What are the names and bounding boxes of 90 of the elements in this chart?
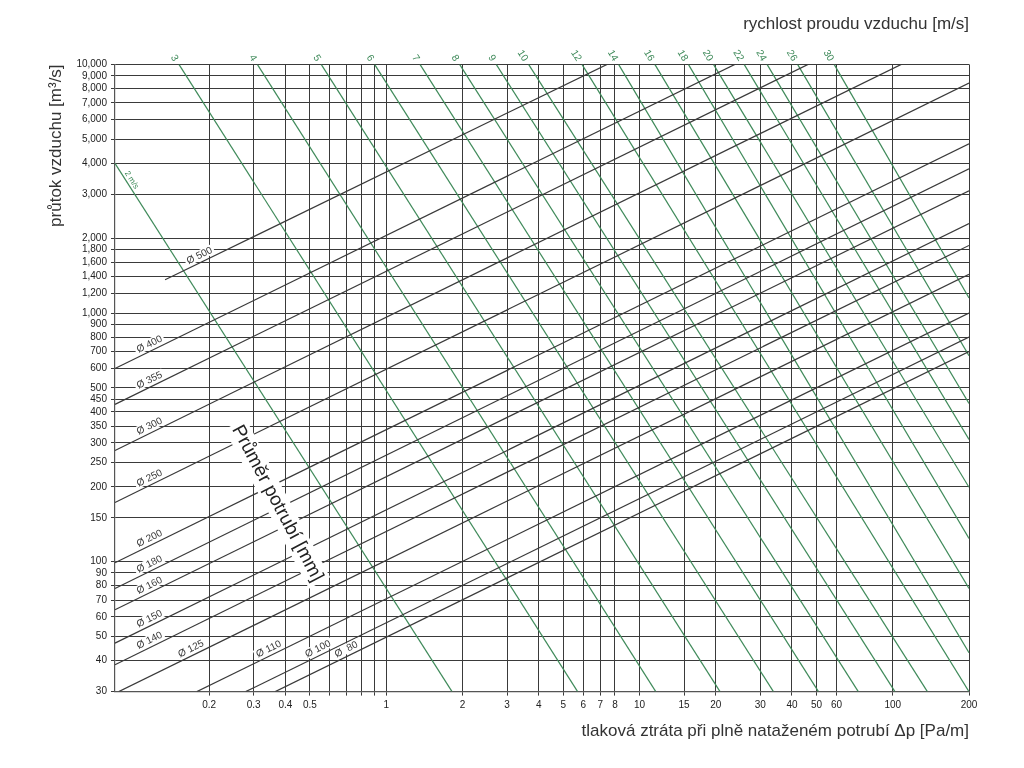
text: Ø 400 (134, 332, 165, 355)
chart-title: rychlost proudu vzduchu [m/s] (743, 13, 969, 33)
x-tick-label: 30 (754, 699, 767, 711)
text: 14 (605, 47, 622, 64)
x-tick-label: 10 (633, 699, 646, 711)
x-tick-label: 0.5 (302, 699, 318, 711)
text: Ø 80 (332, 638, 360, 660)
y-tick-label: 1,800 (81, 243, 108, 255)
y-tick-label: 200 (90, 480, 108, 492)
x-tick-label: 0.4 (278, 699, 293, 711)
y-tick-label: 3,000 (81, 188, 108, 200)
text: 22 (731, 47, 747, 64)
y-tick-label: 450 (90, 392, 108, 404)
y-tick-label: 4,000 (81, 157, 108, 169)
y-tick-label: 350 (90, 420, 108, 432)
text: 8 (449, 52, 463, 64)
x-tick-label: 50 (810, 699, 823, 711)
text: Ø 500 (184, 243, 215, 266)
y-tick-label: 80 (95, 579, 108, 591)
y-tick-label: 700 (90, 345, 108, 357)
y-tick-label: 2,000 (81, 231, 108, 243)
text: 7 (409, 52, 423, 64)
y-tick-label: 1,200 (81, 287, 108, 299)
y-axis-title: průtok vzduchu [m³/s] (45, 64, 65, 227)
x-tick-label: 0.3 (246, 699, 262, 711)
text: 24 (754, 47, 770, 64)
x-tick-label: 3 (504, 699, 511, 711)
text: Ø 200 (134, 526, 165, 549)
y-tick-label: 7,000 (81, 96, 108, 108)
text: 26 (784, 47, 801, 64)
x-axis-title: tlaková ztráta při plně nataženém potrubí Δp [Pa/m] (581, 721, 969, 741)
text: Ø 125 (176, 637, 206, 660)
text: 18 (675, 47, 691, 64)
x-tick-label: 20 (710, 699, 722, 711)
text: 5 (311, 52, 324, 64)
y-tick-label: 150 (90, 511, 108, 523)
x-tick-label: 100 (884, 699, 902, 711)
y-tick-label: 70 (95, 593, 108, 605)
text: Ø 300 (134, 414, 165, 437)
x-tick-label: 2 (459, 699, 466, 711)
text: 3 (168, 52, 182, 64)
y-tick-label: 60 (95, 610, 108, 622)
y-tick-label: 90 (95, 566, 108, 578)
y-tick-label: 5,000 (81, 132, 108, 144)
text: 16 (642, 47, 658, 64)
x-tick-label: 6 (580, 699, 587, 711)
y-tick-label: 100 (90, 555, 108, 567)
text: 30 (821, 47, 837, 64)
x-tick-label: 8 (612, 699, 619, 711)
text: 6 (364, 52, 378, 64)
y-tick-label: 900 (90, 318, 108, 330)
y-tick-label: 400 (90, 405, 108, 417)
text: 4 (247, 52, 260, 64)
x-tick-label: 5 (560, 699, 567, 711)
x-tick-label: 15 (678, 699, 691, 711)
y-tick-label: 1,000 (81, 306, 108, 318)
text: Ø 250 (134, 466, 165, 489)
y-tick-label: 1,600 (81, 256, 108, 268)
text: 2 m/s (122, 169, 141, 191)
x-tick-label: 1 (383, 699, 390, 711)
y-tick-label: 30 (95, 685, 108, 697)
x-tick-label: 7 (597, 699, 604, 711)
text: Ø 160 (134, 573, 165, 596)
x-tick-label: 200 (960, 699, 978, 711)
y-tick-label: 8,000 (81, 82, 108, 94)
y-tick-label: 250 (90, 456, 108, 468)
y-tick-label: 40 (95, 654, 108, 666)
y-tick-label: 800 (90, 330, 108, 342)
text: Ø 150 (134, 607, 165, 630)
text: 10 (515, 47, 532, 64)
text: Ø 355 (134, 368, 165, 391)
text: 9 (486, 52, 499, 64)
text: Ø 100 (302, 637, 333, 660)
y-tick-label: 50 (95, 630, 108, 642)
y-tick-label: 300 (90, 436, 108, 448)
text: Ø 180 (134, 552, 165, 575)
y-tick-label: 600 (90, 361, 108, 373)
x-tick-label: 60 (830, 699, 843, 711)
text: Ø 110 (254, 637, 284, 660)
y-tick-label: 6,000 (81, 113, 108, 125)
text: Ø 140 (134, 628, 165, 651)
y-tick-label: 9,000 (81, 69, 108, 81)
x-tick-label: 40 (786, 699, 798, 711)
x-tick-label: 4 (535, 699, 542, 711)
text: 12 (569, 47, 585, 64)
y-tick-label: 500 (90, 381, 108, 393)
y-tick-label: 10,000 (76, 58, 108, 70)
text: 20 (700, 47, 717, 64)
x-tick-label: 0.2 (202, 699, 217, 711)
y-tick-label: 1,400 (81, 270, 108, 282)
